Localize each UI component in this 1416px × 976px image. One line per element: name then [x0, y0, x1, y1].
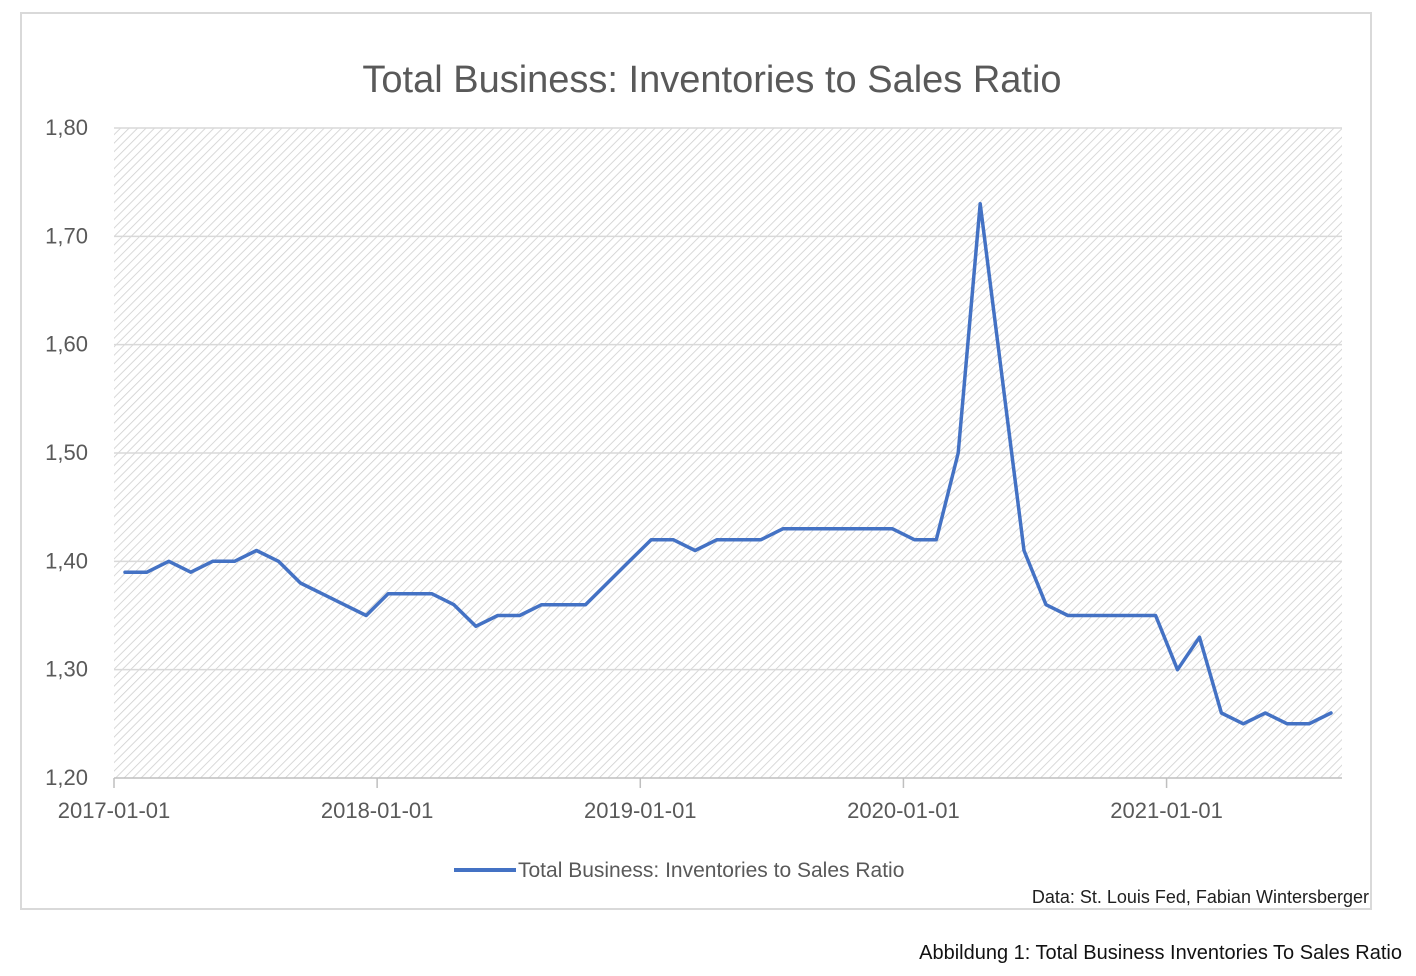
legend: Total Business: Inventories to Sales Rat… — [454, 859, 904, 882]
gridlines — [114, 127, 1342, 671]
chart-title: Total Business: Inventories to Sales Rat… — [362, 59, 1061, 101]
x-axis — [113, 777, 1342, 788]
y-tick-label: 1,80 — [45, 115, 88, 140]
series-layer — [123, 202, 1333, 726]
y-tick-label: 1,50 — [45, 440, 88, 465]
x-tick-label: 2020-01-01 — [847, 798, 960, 823]
x-tick-label: 2021-01-01 — [1110, 798, 1223, 823]
y-tick-label: 1,20 — [45, 765, 88, 790]
series-line — [123, 202, 1333, 726]
x-tick-label: 2019-01-01 — [584, 798, 697, 823]
y-tick-labels: 1,20 1,30 1,40 1,50 1,60 1,70 1,80 — [45, 115, 88, 790]
y-tick-label: 1,40 — [45, 548, 88, 573]
chart-svg: Total Business: Inventories to Sales Rat… — [45, 59, 1369, 907]
chart-frame: Total Business: Inventories to Sales Rat… — [20, 12, 1372, 910]
y-tick-label: 1,70 — [45, 223, 88, 248]
x-tick-label: 2017-01-01 — [58, 798, 171, 823]
figure-caption: Abbildung 1: Total Business Inventories … — [919, 942, 1402, 964]
x-tick-labels: 2017-01-01 2018-01-01 2019-01-01 2020-01-01… — [58, 798, 1223, 823]
y-tick-label: 1,60 — [45, 332, 88, 357]
source-note: Data: St. Louis Fed, Fabian Wintersberge… — [1032, 887, 1369, 907]
y-tick-label: 1,30 — [45, 657, 88, 682]
x-tick-label: 2018-01-01 — [321, 798, 434, 823]
legend-label: Total Business: Inventories to Sales Rat… — [518, 859, 904, 882]
